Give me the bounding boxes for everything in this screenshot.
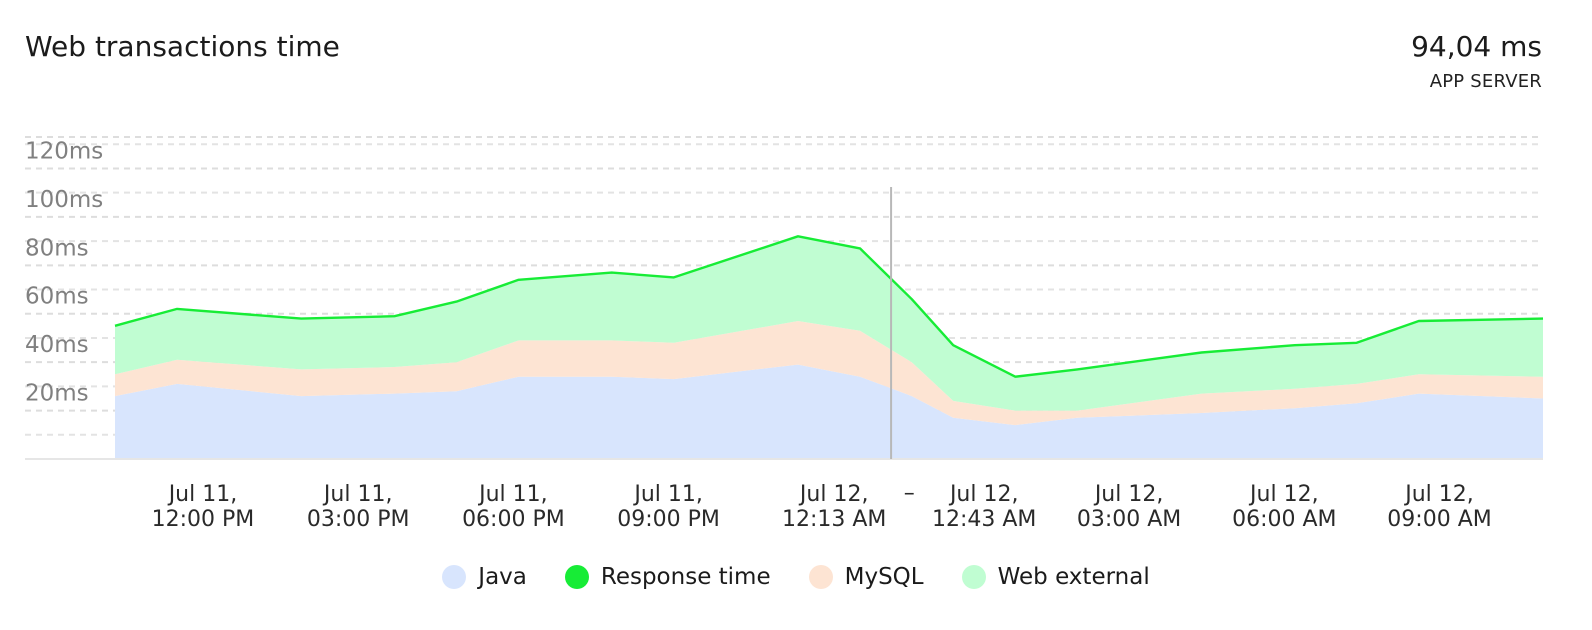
y-tick-label: 40ms <box>25 332 89 358</box>
x-tick-label: 09:00 AM <box>1387 507 1491 532</box>
x-tick-label: Jul 11, <box>167 482 238 507</box>
x-tick-label: Jul 11, <box>632 482 703 507</box>
legend-label-java: Java <box>478 564 527 590</box>
x-tick-label: 06:00 PM <box>462 507 565 532</box>
x-tick-label: Jul 12, <box>1403 482 1474 507</box>
legend-swatch-response-time <box>564 565 589 589</box>
x-tick-label: 12:00 PM <box>152 507 255 532</box>
x-tick-label: 12:43 AM <box>932 507 1036 532</box>
y-tick-label: 100ms <box>25 187 103 213</box>
area-java <box>115 364 1543 459</box>
y-tick-label: 120ms <box>25 138 103 164</box>
legend-label-web-external: Web external <box>997 564 1150 590</box>
x-tick-label: 09:00 PM <box>617 507 720 532</box>
chart-title: Web transactions time <box>25 30 340 63</box>
legend-item-java[interactable]: Java <box>442 564 527 590</box>
x-tick-label: Jul 12, <box>1093 482 1164 507</box>
x-range-separator: – <box>904 481 915 506</box>
summary-label: APP SERVER <box>1429 71 1542 92</box>
legend-label-mysql: MySQL <box>844 564 924 590</box>
y-tick-label: 60ms <box>25 284 89 310</box>
x-tick-label: 03:00 PM <box>307 507 410 532</box>
area-mysql <box>115 321 1543 426</box>
legend-item-response-time[interactable]: Response time <box>564 564 771 590</box>
legend-item-mysql[interactable]: MySQL <box>808 564 924 590</box>
x-tick-label: Jul 12, <box>1248 482 1319 507</box>
x-tick-label: Jul 11, <box>477 482 548 507</box>
legend-item-web-external[interactable]: Web external <box>961 564 1150 590</box>
x-tick-label: 03:00 AM <box>1077 507 1181 532</box>
y-tick-label: 20ms <box>25 381 89 407</box>
x-tick-label: Jul 12, <box>798 482 869 507</box>
x-tick-label: 06:00 AM <box>1232 507 1336 532</box>
x-tick-label: 12:13 AM <box>782 507 886 532</box>
legend-swatch-mysql <box>808 565 833 589</box>
legend: Java Response time MySQL Web external <box>0 564 1592 590</box>
line-response-time <box>114 235 1544 378</box>
y-tick-label: 80ms <box>25 235 89 261</box>
legend-swatch-web-external <box>961 565 986 589</box>
x-tick-label: Jul 11, <box>322 482 393 507</box>
summary-value: 94,04 ms <box>1411 30 1542 63</box>
x-tick-label: Jul 12, <box>948 482 1019 507</box>
area-web-external <box>115 236 1543 411</box>
legend-label-response-time: Response time <box>600 564 771 590</box>
legend-swatch-java <box>442 565 467 589</box>
